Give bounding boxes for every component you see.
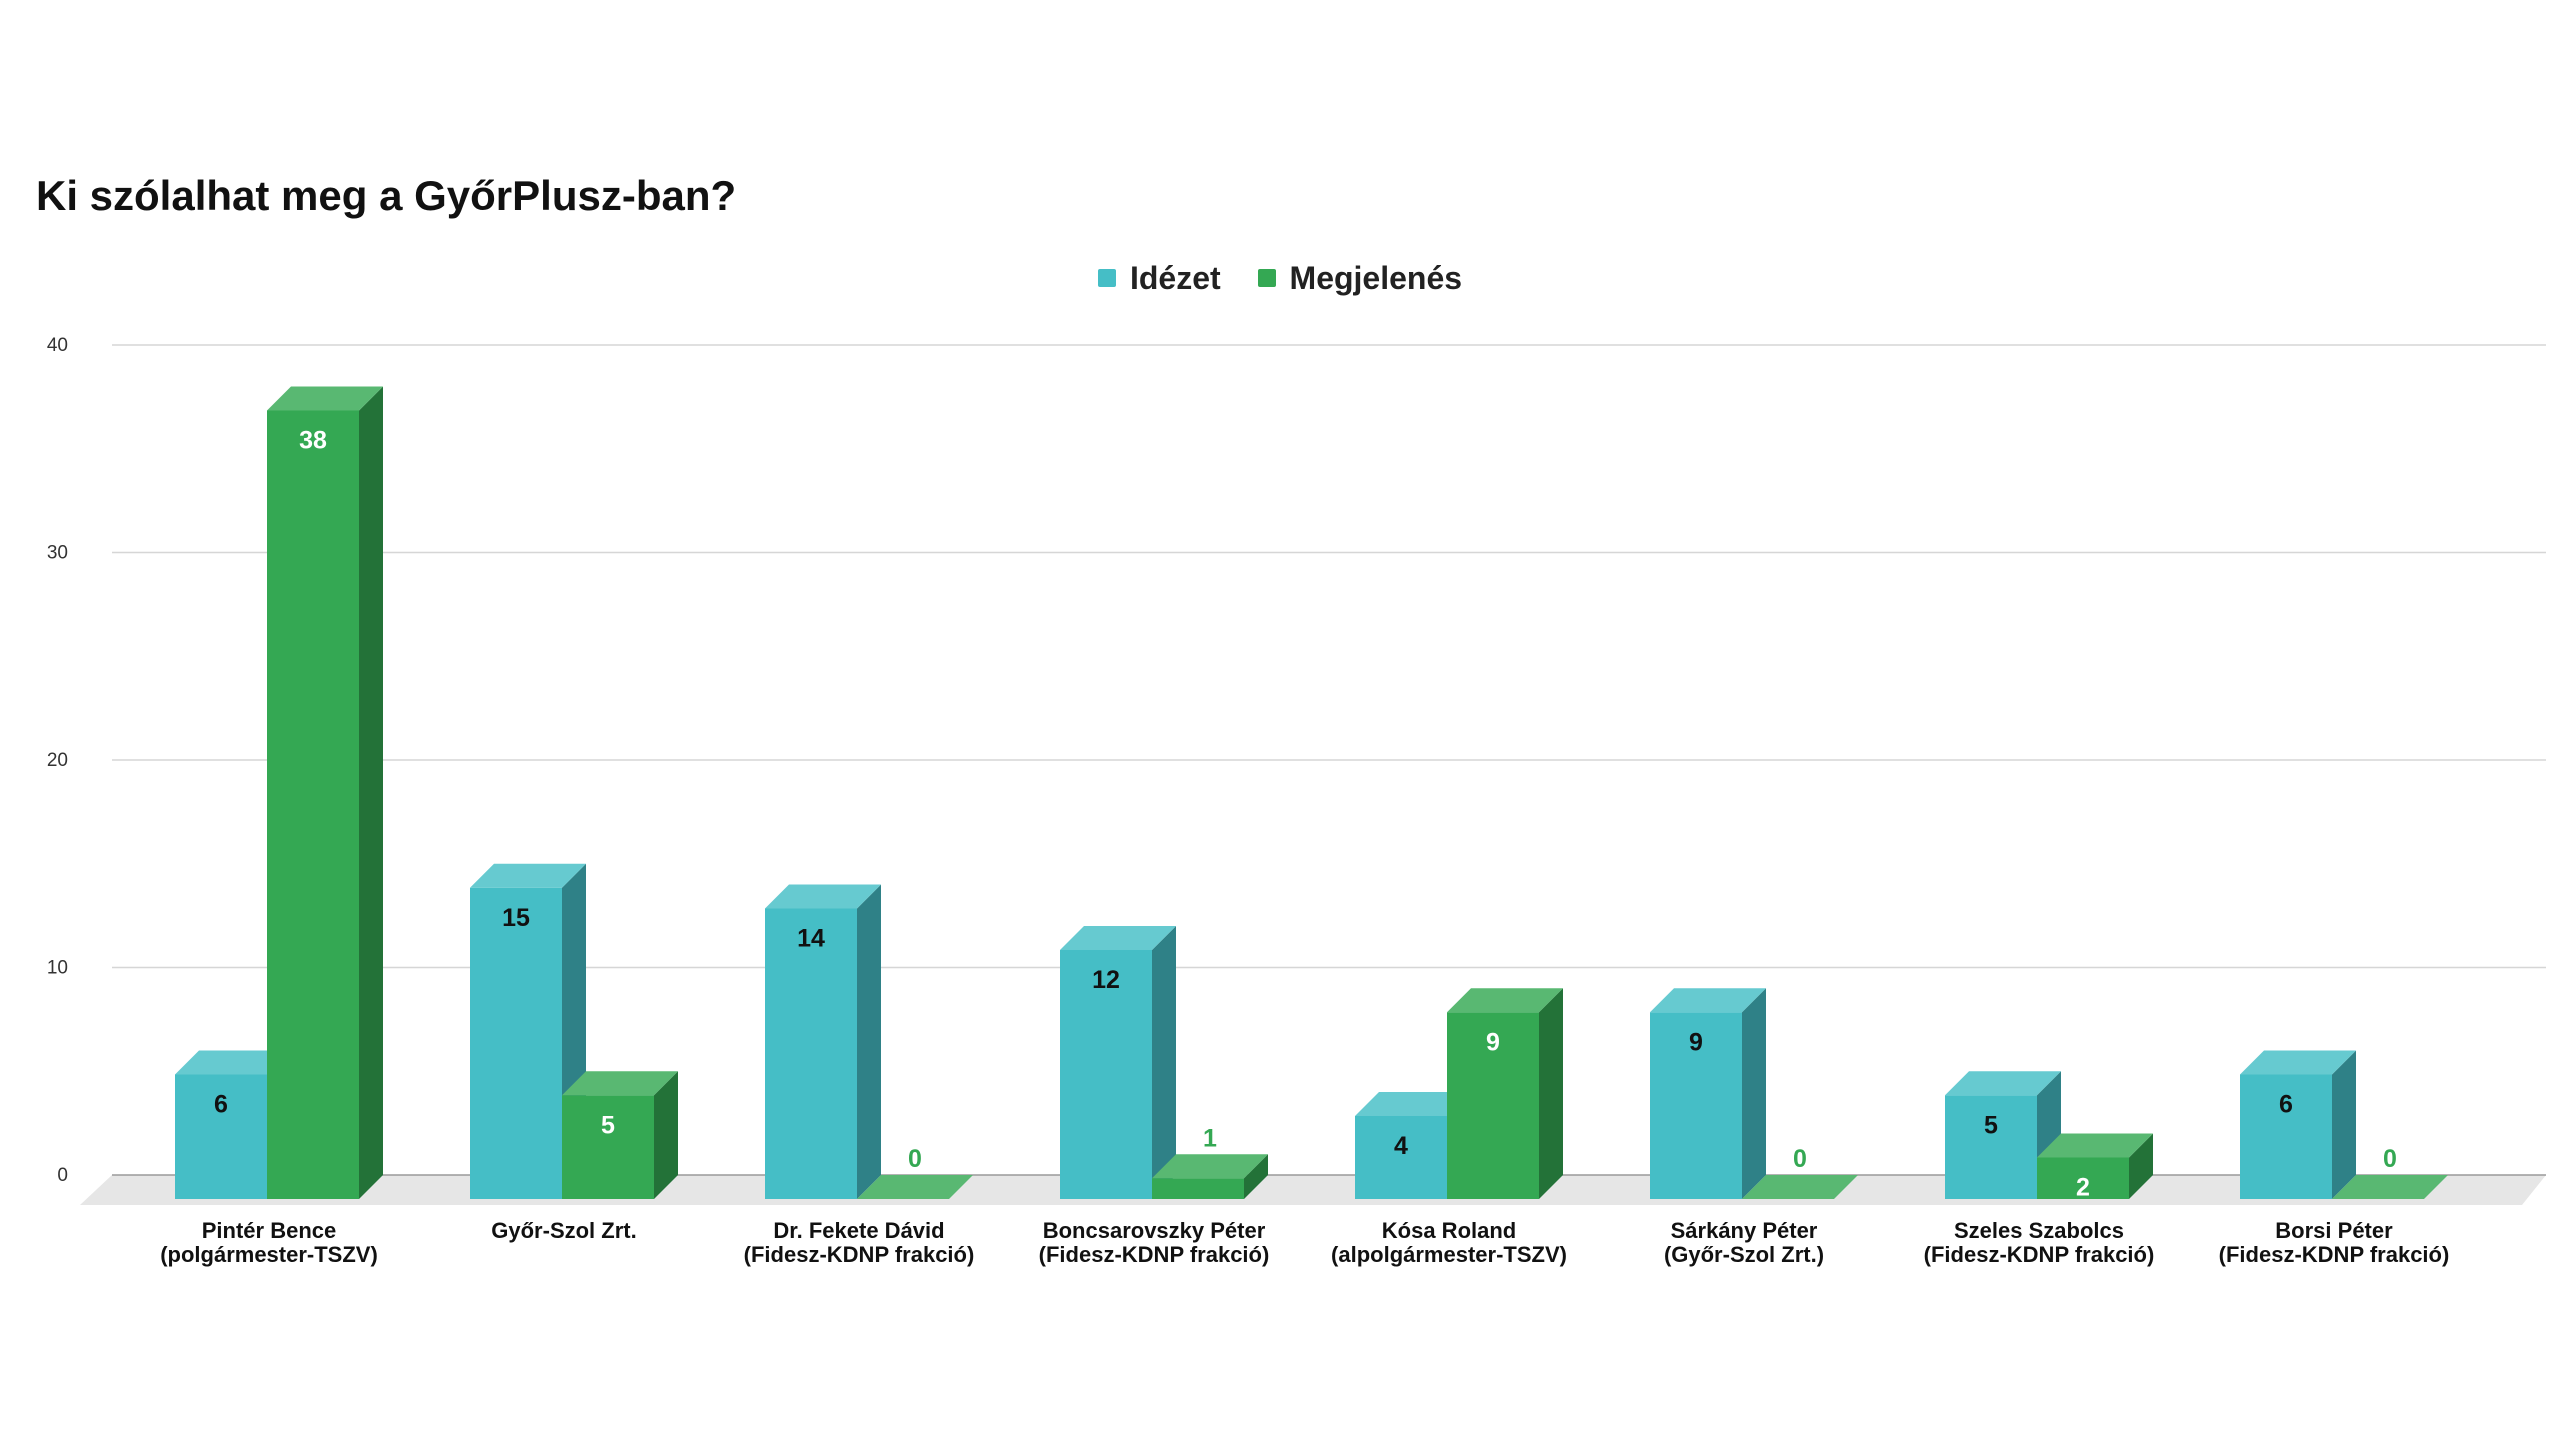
bar-megjelenes-4-front (1447, 1012, 1539, 1199)
bar-idezet-6-front (1945, 1095, 2037, 1199)
x-tick-sublabel: (Fidesz-KDNP frakció) (1039, 1242, 1270, 1267)
legend: Idézet Megjelenés (0, 258, 2560, 297)
bar-idezet-4-front (1355, 1116, 1447, 1199)
bar-idezet-2-side (857, 884, 881, 1199)
x-tick-label: Boncsarovszky Péter (1043, 1218, 1266, 1243)
data-label: 6 (2279, 1091, 2293, 1119)
bar-megjelenes-1-front (562, 1095, 654, 1199)
data-label: 9 (1486, 1028, 1500, 1056)
y-tick-label: 10 (47, 958, 68, 979)
x-tick-label: Szeles Szabolcs (1954, 1218, 2124, 1243)
bar-megjelenes-1-side (654, 1071, 678, 1199)
bar-megjelenes-3-top (1152, 1154, 1268, 1179)
chart-title: Ki szólalhat meg a GyőrPlusz-ban? (36, 172, 737, 219)
data-label: 2 (2076, 1174, 2090, 1202)
x-tick-sublabel: (Fidesz-KDNP frakció) (2219, 1242, 2450, 1267)
bar-megjelenes-2-top (857, 1175, 973, 1199)
bar-megjelenes-1-top (562, 1071, 678, 1096)
data-label: 6 (214, 1091, 228, 1119)
data-label: 9 (1689, 1028, 1703, 1056)
legend-label-idezet: Idézet (1129, 259, 1221, 296)
x-tick-sublabel: (Fidesz-KDNP frakció) (1924, 1242, 2155, 1267)
bar-idezet-4-top (1355, 1092, 1471, 1116)
bar-idezet-7-top (2240, 1050, 2356, 1075)
legend-item-megjelenes: Megjelenés (1257, 259, 1463, 297)
bar-megjelenes-3-side (1244, 1154, 1268, 1199)
x-tick-sublabel: (polgármester-TSZV) (160, 1242, 378, 1267)
x-tick-label: Kósa Roland (1382, 1218, 1516, 1243)
bar-megjelenes-7-top (2332, 1175, 2448, 1199)
x-tick-label: Borsi Péter (2275, 1218, 2393, 1243)
legend-item-idezet: Idézet (1097, 259, 1221, 297)
bar-idezet-5-front (1650, 1012, 1742, 1199)
bar-idezet-0-top (175, 1050, 291, 1075)
bar-idezet-7-side (2332, 1050, 2356, 1199)
bar-idezet-3-front (1060, 950, 1152, 1199)
bar-idezet-3-side (1152, 926, 1176, 1199)
legend-swatch-megjelenes (1257, 269, 1276, 287)
bar-idezet-7-front (2240, 1074, 2332, 1199)
data-label: 1 (1203, 1124, 1217, 1152)
bar-idezet-0-front (175, 1074, 267, 1199)
legend-label-megjelenes: Megjelenés (1289, 259, 1463, 296)
data-label: 0 (1793, 1145, 1807, 1173)
bar-idezet-3-top (1060, 926, 1176, 950)
bar-idezet-5-top (1650, 988, 1766, 1013)
data-label: 5 (601, 1111, 615, 1139)
bar-megjelenes-6-top (2037, 1133, 2153, 1158)
x-tick-sublabel: (Győr-Szol Zrt.) (1664, 1242, 1824, 1267)
x-tick-sublabel: (alpolgármester-TSZV) (1331, 1242, 1567, 1267)
chart-floor (80, 1175, 2546, 1205)
bar-megjelenes-0-side (359, 386, 383, 1199)
data-label: 15 (502, 904, 530, 932)
x-tick-label: Dr. Fekete Dávid (773, 1218, 944, 1243)
bar-megjelenes-3-front (1152, 1178, 1244, 1199)
bar-megjelenes-4-side (1539, 988, 1563, 1199)
bar-megjelenes-4-top (1447, 988, 1563, 1013)
bar-megjelenes-6-side (2129, 1133, 2153, 1199)
data-label: 4 (1394, 1132, 1408, 1160)
x-tick-sublabel: (Fidesz-KDNP frakció) (744, 1242, 975, 1267)
x-tick-label: Pintér Bence (202, 1218, 337, 1243)
x-tick-label: Győr-Szol Zrt. (491, 1218, 636, 1243)
bar-idezet-1-front (470, 887, 562, 1199)
data-label: 0 (2383, 1145, 2397, 1173)
bar-megjelenes-0-top (267, 386, 383, 411)
bar-idezet-1-top (470, 863, 586, 888)
bar-megjelenes-6-front (2037, 1157, 2129, 1199)
y-tick-label: 40 (47, 335, 68, 356)
y-tick-label: 30 (47, 543, 68, 564)
legend-swatch-idezet (1097, 269, 1116, 287)
data-label: 12 (1092, 966, 1120, 994)
data-label: 5 (1984, 1111, 1998, 1139)
bar-idezet-2-top (765, 884, 881, 909)
x-tick-label: Sárkány Péter (1671, 1218, 1818, 1243)
y-tick-label: 0 (57, 1165, 68, 1186)
bar-megjelenes-0-front (267, 410, 359, 1199)
bar-idezet-5-side (1742, 988, 1766, 1199)
data-label: 38 (299, 427, 327, 455)
y-tick-label: 20 (47, 750, 68, 771)
bar-idezet-2-front (765, 908, 857, 1199)
bar-megjelenes-5-top (1742, 1175, 1858, 1199)
data-label: 0 (908, 1145, 922, 1173)
data-label: 14 (797, 925, 825, 953)
bar-idezet-6-top (1945, 1071, 2061, 1096)
